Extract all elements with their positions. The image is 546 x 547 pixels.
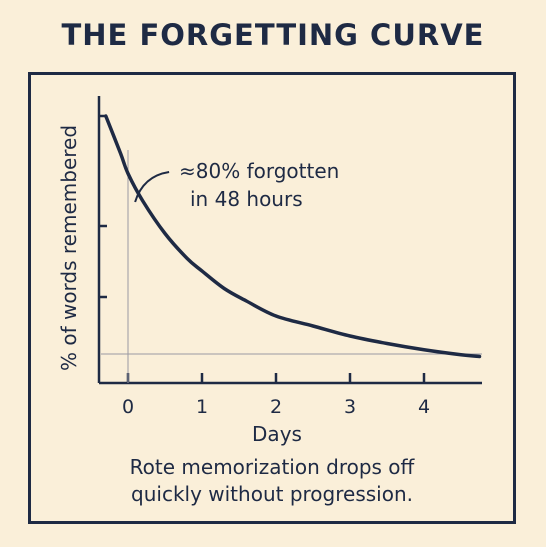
x-axis-label: Days <box>252 422 302 446</box>
y-axis-label: % of words remembered <box>57 125 81 371</box>
chart-panel <box>28 72 516 524</box>
x-tick-label-3: 3 <box>344 396 356 418</box>
annotation-line-1: ≈80% forgotten <box>179 159 339 183</box>
annotation-arrow <box>134 171 170 203</box>
x-tick-label-4: 4 <box>418 396 430 418</box>
chart-caption: Rote memorization drops off quickly with… <box>129 455 415 506</box>
annotation-line-2: in 48 hours <box>190 187 303 211</box>
forgetting-curve-line <box>104 114 482 359</box>
x-tick-label-2: 2 <box>270 396 282 418</box>
x-tick-label-0: 0 <box>122 396 134 418</box>
page-title: THE FORGETTING CURVE <box>61 18 485 52</box>
x-tick-label-1: 1 <box>196 396 208 418</box>
